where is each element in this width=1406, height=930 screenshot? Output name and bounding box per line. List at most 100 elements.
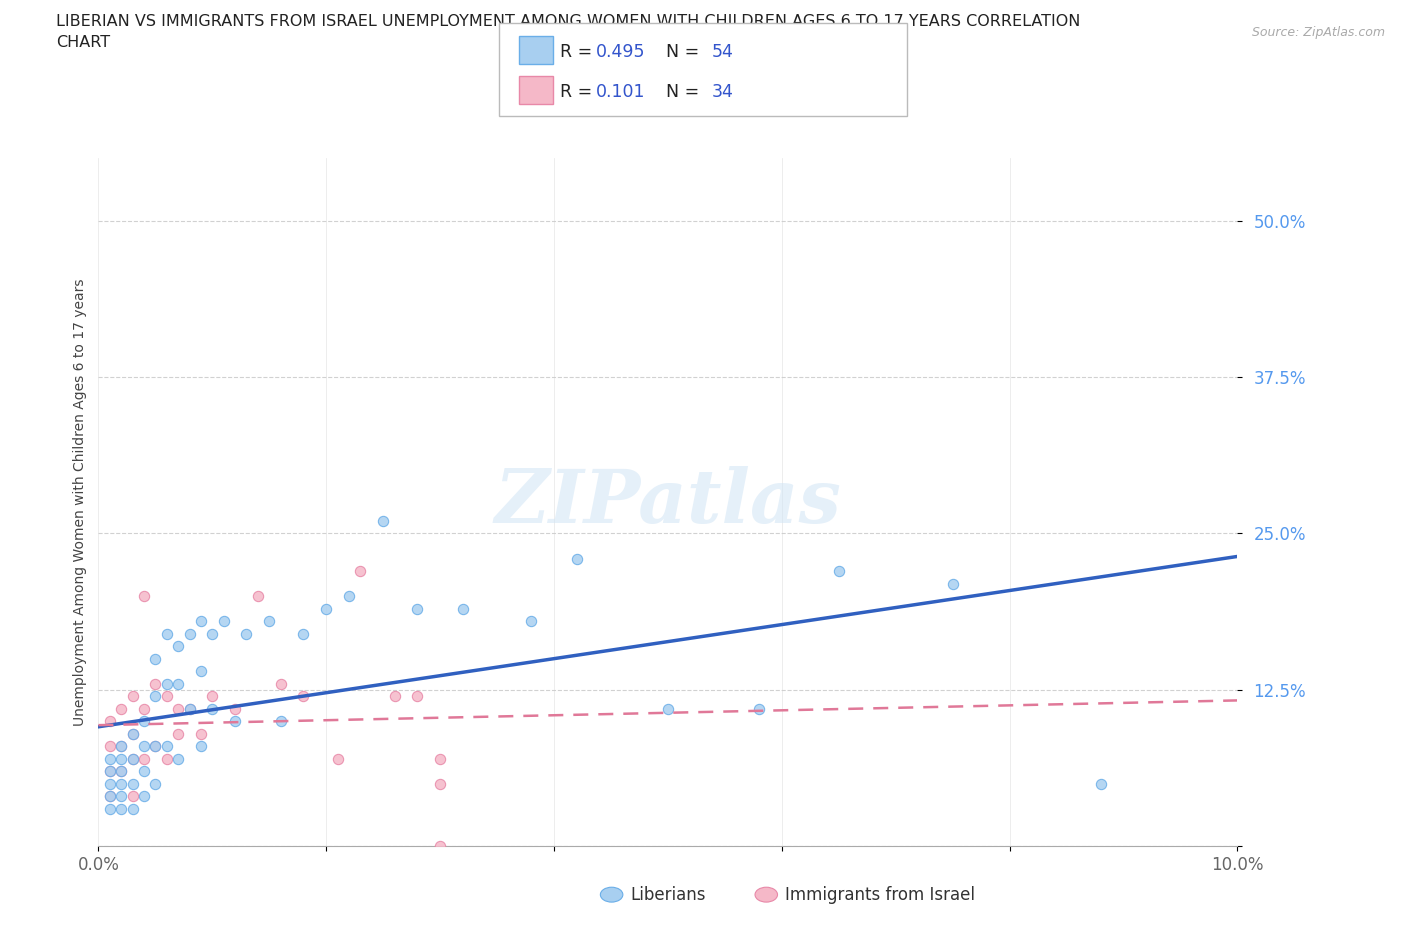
Text: ZIPatlas: ZIPatlas — [495, 466, 841, 538]
Text: 0.495: 0.495 — [596, 44, 645, 61]
Point — [121, 802, 143, 817]
Point — [132, 589, 155, 604]
Point — [337, 589, 360, 604]
Point — [121, 689, 143, 704]
Text: Source: ZipAtlas.com: Source: ZipAtlas.com — [1251, 26, 1385, 39]
Point — [179, 626, 201, 641]
Point — [179, 701, 201, 716]
Point — [942, 576, 965, 591]
Point — [179, 701, 201, 716]
Point — [201, 626, 224, 641]
Point — [110, 764, 132, 778]
Point — [384, 689, 406, 704]
Point — [748, 701, 770, 716]
Point — [98, 789, 121, 804]
Point — [110, 738, 132, 753]
Point — [1090, 777, 1112, 791]
Point — [201, 689, 224, 704]
Point — [224, 701, 246, 716]
Point — [429, 777, 451, 791]
Point — [110, 802, 132, 817]
Point — [145, 689, 167, 704]
Point — [212, 614, 235, 629]
Point — [110, 764, 132, 778]
Point — [429, 839, 451, 854]
Point — [520, 614, 543, 629]
Text: N =: N = — [655, 44, 704, 61]
Point — [451, 601, 474, 616]
Point — [110, 789, 132, 804]
Text: 34: 34 — [711, 83, 734, 100]
Point — [315, 601, 337, 616]
Point — [132, 701, 155, 716]
Point — [246, 589, 269, 604]
Text: 54: 54 — [711, 44, 734, 61]
Point — [235, 626, 257, 641]
Point — [98, 751, 121, 766]
Text: N =: N = — [655, 83, 704, 100]
Point — [98, 789, 121, 804]
Point — [657, 701, 679, 716]
Point — [828, 564, 851, 578]
Point — [132, 713, 155, 728]
Point — [145, 738, 167, 753]
Point — [145, 651, 167, 666]
Point — [326, 751, 349, 766]
Text: R =: R = — [560, 44, 598, 61]
Point — [110, 751, 132, 766]
Point — [145, 676, 167, 691]
Point — [190, 614, 212, 629]
Point — [98, 764, 121, 778]
Point — [98, 764, 121, 778]
Text: CHART: CHART — [56, 35, 110, 50]
Point — [110, 738, 132, 753]
Point — [98, 802, 121, 817]
Point — [110, 777, 132, 791]
Point — [190, 726, 212, 741]
Point — [145, 777, 167, 791]
Y-axis label: Unemployment Among Women with Children Ages 6 to 17 years: Unemployment Among Women with Children A… — [73, 278, 87, 726]
Point — [121, 777, 143, 791]
Text: Immigrants from Israel: Immigrants from Israel — [785, 885, 974, 904]
Text: Liberians: Liberians — [630, 885, 706, 904]
Point — [98, 777, 121, 791]
Point — [373, 513, 395, 528]
Point — [121, 751, 143, 766]
Point — [270, 713, 292, 728]
Point — [190, 664, 212, 679]
Point — [167, 751, 190, 766]
Text: R =: R = — [560, 83, 603, 100]
Point — [270, 676, 292, 691]
Point — [167, 701, 190, 716]
Point — [156, 689, 179, 704]
Point — [292, 689, 315, 704]
Point — [406, 689, 429, 704]
Point — [156, 626, 179, 641]
Point — [429, 751, 451, 766]
Point — [121, 789, 143, 804]
Point — [167, 726, 190, 741]
Point — [98, 738, 121, 753]
Point — [132, 789, 155, 804]
Point — [132, 738, 155, 753]
Point — [110, 701, 132, 716]
Point — [349, 564, 371, 578]
Point — [98, 713, 121, 728]
Point — [224, 713, 246, 728]
Point — [121, 751, 143, 766]
Point — [201, 701, 224, 716]
Point — [167, 676, 190, 691]
Point — [156, 676, 179, 691]
Text: 0.101: 0.101 — [596, 83, 645, 100]
Point — [121, 726, 143, 741]
Point — [156, 738, 179, 753]
Point — [565, 551, 588, 566]
Point — [167, 639, 190, 654]
Point — [190, 738, 212, 753]
Text: LIBERIAN VS IMMIGRANTS FROM ISRAEL UNEMPLOYMENT AMONG WOMEN WITH CHILDREN AGES 6: LIBERIAN VS IMMIGRANTS FROM ISRAEL UNEMP… — [56, 14, 1081, 29]
Point — [156, 751, 179, 766]
Point — [259, 614, 281, 629]
Point — [121, 726, 143, 741]
Point — [132, 751, 155, 766]
Point — [406, 601, 429, 616]
